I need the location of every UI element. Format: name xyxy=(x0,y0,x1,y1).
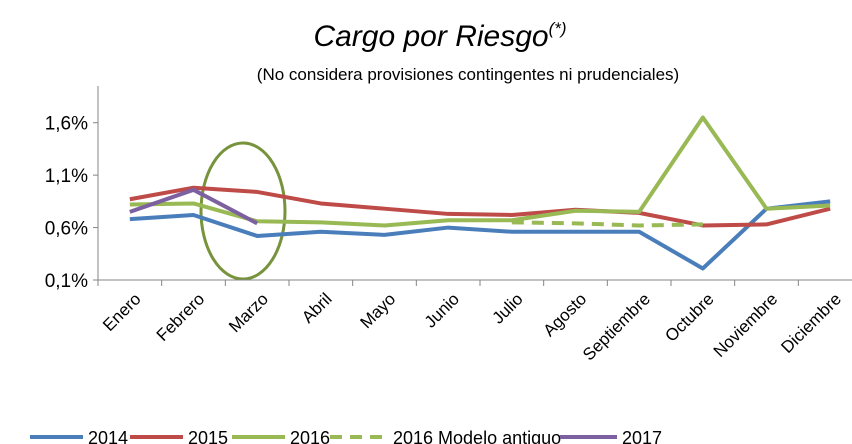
highlight-ellipse xyxy=(199,141,287,281)
x-tick-label: Diciembre xyxy=(777,289,845,357)
series-line xyxy=(129,199,831,271)
y-tick-label: 1,1% xyxy=(45,166,88,187)
series-line xyxy=(129,115,831,228)
legend-label: 2016 xyxy=(290,428,330,444)
title-text: Cargo por Riesgo xyxy=(313,20,548,53)
legend-label: 2017 xyxy=(622,428,662,444)
chart-subtitle: (No considera provisiones contingentes n… xyxy=(257,65,679,84)
x-tick-label: Octubre xyxy=(661,289,717,345)
title-superscript: (*) xyxy=(549,19,567,38)
legend-label: 2015 xyxy=(188,428,228,444)
y-tick-label: 1,6% xyxy=(45,114,88,135)
x-tick-label: Marzo xyxy=(225,289,272,336)
x-tick-label: Enero xyxy=(99,289,145,335)
x-tick-label: Abril xyxy=(298,289,335,326)
chart-title: Cargo por Riesgo(*) xyxy=(313,19,566,53)
x-tick-label: Julio xyxy=(489,289,527,327)
y-tick-label: 0,1% xyxy=(45,271,88,292)
legend-label: 2014 xyxy=(88,428,128,444)
x-tick-label: Junio xyxy=(421,289,463,331)
y-tick-label: 0,6% xyxy=(45,219,88,240)
x-tick-label: Febrero xyxy=(153,289,209,345)
x-tick-label: Septiembre xyxy=(579,289,654,364)
series-line xyxy=(129,185,831,228)
series-line xyxy=(129,187,259,226)
series-line xyxy=(511,220,703,228)
x-tick-label: Noviembre xyxy=(710,289,782,361)
x-tick-label: Mayo xyxy=(356,289,399,332)
legend-label: 2016 Modelo antiguo xyxy=(393,428,561,444)
x-tick-label: Agosto xyxy=(539,289,590,340)
